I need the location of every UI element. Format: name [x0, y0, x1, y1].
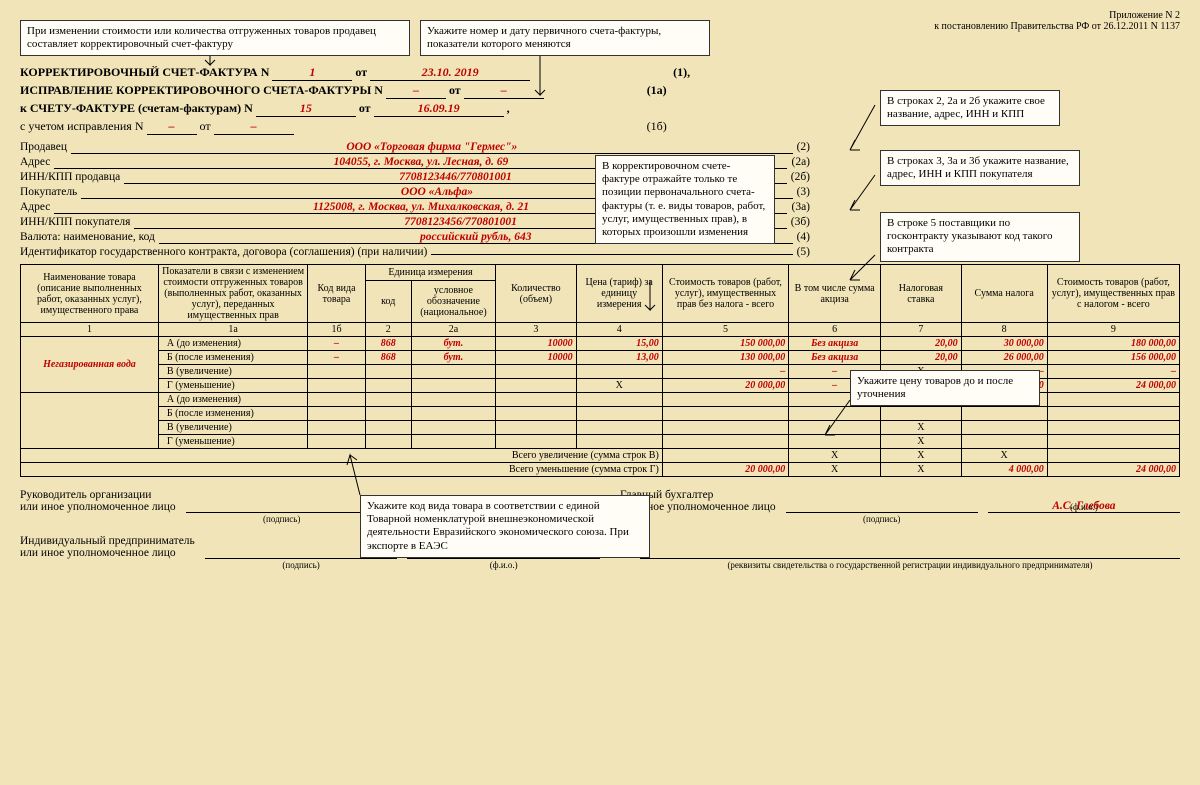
callout-lines-3: В строках 3, 3а и 3б укажите название, а…	[880, 150, 1080, 186]
col-tax-sum: Сумма налога	[961, 265, 1047, 323]
title-to-invoice: к СЧЕТУ-ФАКТУРЕ (счетам-фактурам) N	[20, 101, 253, 115]
buyer-inn-label: ИНН/КПП покупателя	[20, 216, 130, 228]
col-unit-name: условное обозначение (национальное)	[411, 281, 495, 323]
seller-label: Продавец	[20, 141, 67, 153]
title-corrective: КОРРЕКТИРОВОЧНЫЙ СЧЕТ-ФАКТУРА N	[20, 65, 269, 79]
seller-value: ООО «Торговая фирма "Гермес"»	[71, 141, 793, 154]
total-decrease-row: Всего уменьшение (сумма строк Г) 20 000,…	[21, 463, 1180, 477]
seller-addr-label: Адрес	[20, 156, 50, 168]
seller-inn-label: ИНН/КПП продавца	[20, 171, 120, 183]
doc-appendix-note: Приложение N 2 к постановлению Правитель…	[934, 10, 1180, 32]
buyer-label: Покупатель	[20, 186, 77, 198]
appendix-line1: Приложение N 2	[934, 10, 1180, 21]
table-header-row: Наименование товара (описание выполненны…	[21, 265, 1180, 281]
leader-label: Руководитель организации или иное уполно…	[20, 489, 176, 513]
original-date: 16.09.19	[374, 101, 504, 117]
original-number: 15	[256, 101, 356, 117]
buyer-addr-label: Адрес	[20, 201, 50, 213]
currency-label: Валюта: наименование, код	[20, 231, 155, 243]
table-row: Б (после изменения)	[21, 407, 1180, 421]
col-cost-tax: Стоимость товаров (работ, услуг), имущес…	[1047, 265, 1179, 323]
callout-tnved-code: Укажите код вида товара в соответствии с…	[360, 495, 650, 558]
col-unit-code: код	[365, 281, 411, 323]
appendix-line2: к постановлению Правительства РФ от 26.1…	[934, 21, 1180, 32]
invoice-date: 23.10. 2019	[370, 65, 530, 81]
item-name: Негазированная вода	[21, 337, 159, 393]
callout-invoice-change: При изменении стоимости или количества о…	[20, 20, 410, 56]
table-row: Негазированная вода А (до изменения) –86…	[21, 337, 1180, 351]
table-colnum-row: 11а1б22а3456789	[21, 323, 1180, 337]
table-row: Б (после изменения) –868бут.1000013,0013…	[21, 351, 1180, 365]
col-code: Код вида товара	[308, 265, 365, 323]
col-indicators: Показатели в связи с изменением стоимост…	[158, 265, 307, 323]
col-price: Цена (тариф) за единицу измерения	[576, 265, 662, 323]
total-increase-row: Всего увеличение (сумма строк В) XXX	[21, 449, 1180, 463]
ip-requisites-sub: (реквизиты свидетельства о государственн…	[640, 560, 1180, 570]
col-tax-rate: Налоговая ставка	[881, 265, 961, 323]
table-row: Г (уменьшение)X	[21, 435, 1180, 449]
col-name: Наименование товара (описание выполненны…	[21, 265, 159, 323]
title-correction-of: ИСПРАВЛЕНИЕ КОРРЕКТИРОВОЧНОГО СЧЕТА-ФАКТ…	[20, 83, 383, 97]
contract-id-label: Идентификатор государственного контракта…	[20, 246, 427, 258]
ip-label: Индивидуальный предприниматель или иное …	[20, 535, 195, 559]
callout-primary-number: Укажите номер и дату первичного счета-фа…	[420, 20, 710, 56]
col-unit-top: Единица измерения	[365, 265, 495, 281]
callout-positions-only: В корректировочном счете-фактуре отражай…	[595, 155, 775, 244]
callout-price-before-after: Укажите цену товаров до и после уточнени…	[850, 370, 1040, 406]
callout-line-5: В строке 5 поставщики по госконтракту ук…	[880, 212, 1080, 262]
callout-lines-2: В строках 2, 2а и 2б укажите свое назван…	[880, 90, 1060, 126]
col-excise: В том числе сумма акциза	[789, 265, 881, 323]
invoice-number: 1	[272, 65, 352, 81]
arrow-icon	[845, 170, 880, 220]
col-cost-notax: Стоимость товаров (работ, услуг), имущес…	[662, 265, 788, 323]
col-qty: Количество (объем)	[496, 265, 576, 323]
table-row: В (увеличение)X	[21, 421, 1180, 435]
